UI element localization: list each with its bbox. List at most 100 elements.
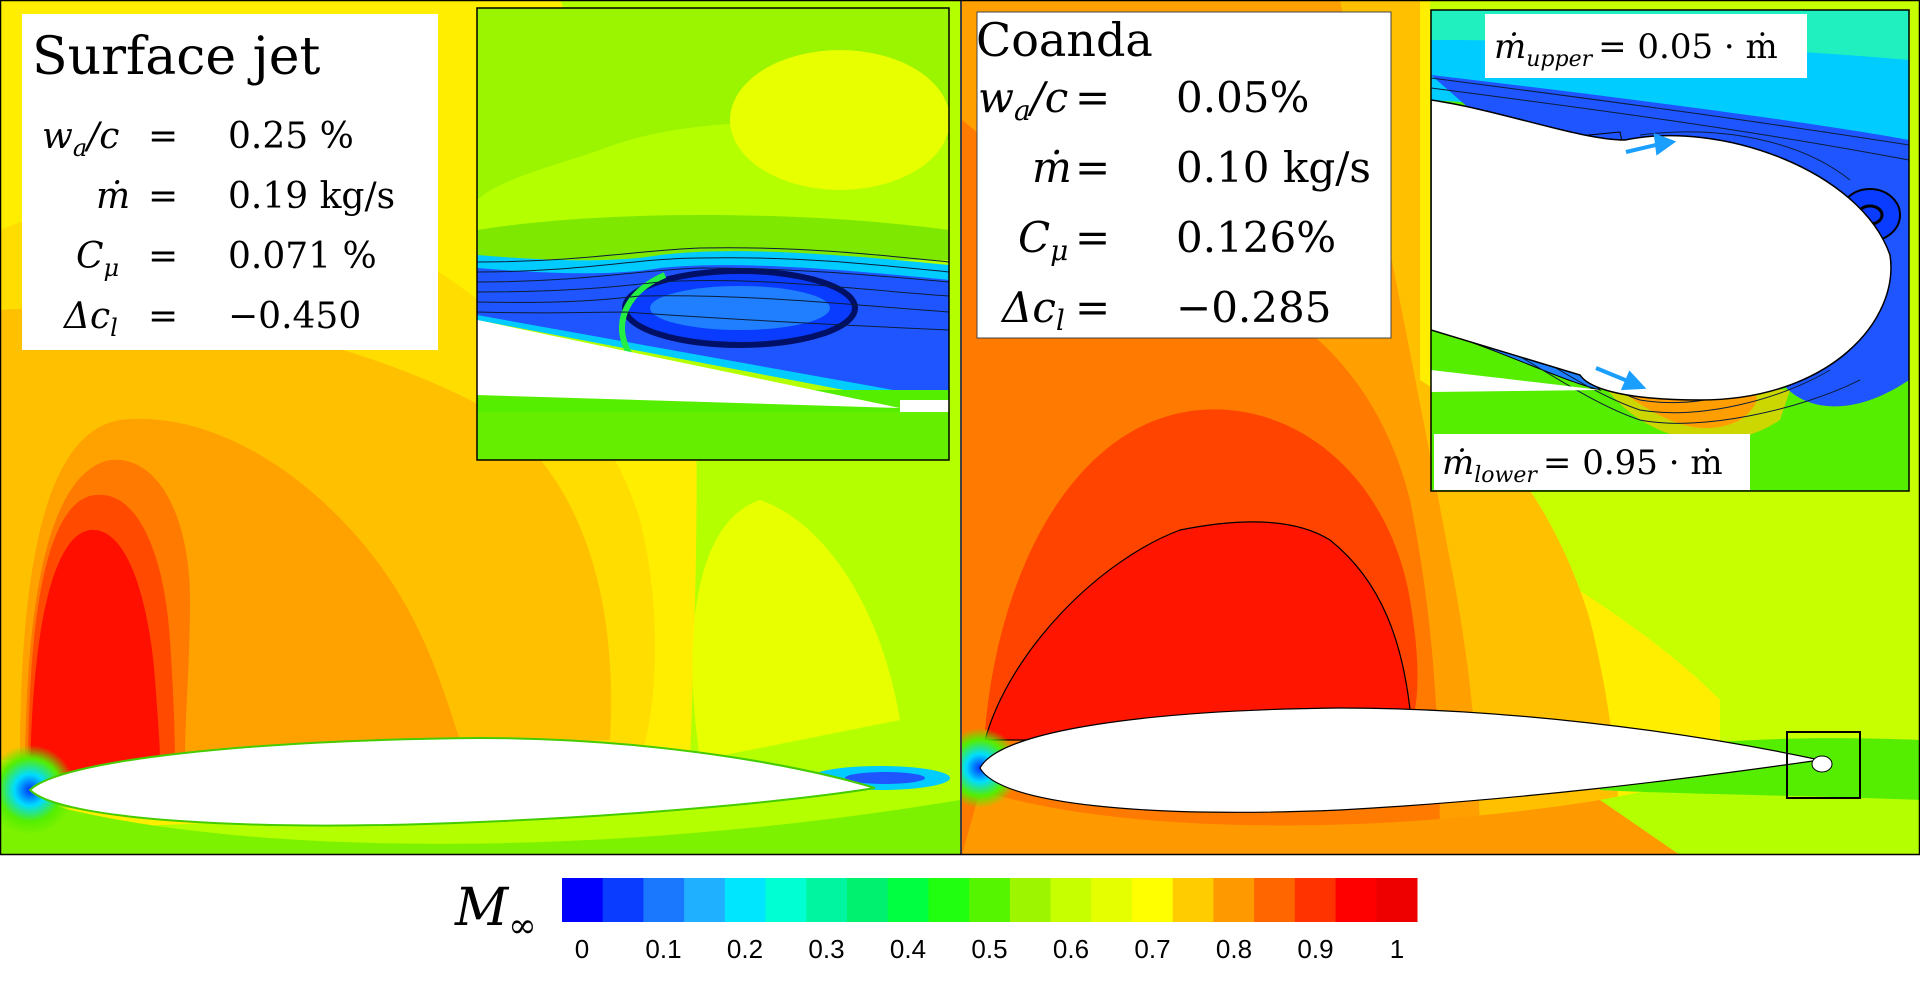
colorbar-swatch (602, 878, 644, 922)
right-param-subscript: a (1014, 94, 1031, 127)
colorbar-tick-label: 1 (1390, 934, 1404, 964)
right-param-symbol: Δc (1000, 283, 1056, 332)
left-te-jet-core (845, 772, 925, 784)
right-inset-frame (1430, 9, 1910, 492)
left-param-symbol: Δc (62, 296, 110, 337)
left-params: wa/c = 0.25 % ṁ = 0.19 kg/s Cμ = 0.071 % Δcl = −0.4… (42, 116, 395, 342)
left-inset (477, 8, 949, 460)
left-param-value: 0.19 kg/s (228, 176, 395, 217)
right-param-lhs: Δcl (1000, 283, 1065, 337)
left-contour-wake-yellow (692, 500, 900, 760)
right-contour-lower (962, 790, 1700, 855)
right-param-lhs: Cμ (1018, 213, 1068, 267)
left-param-subscript: μ (104, 254, 120, 282)
left-param-symbol: C (76, 236, 104, 277)
left-airfoil (28, 736, 876, 827)
right-panel-title: Coanda (976, 13, 1153, 67)
left-param-symbol: w (42, 116, 73, 157)
colorbar-tick-label: 0.4 (890, 934, 926, 964)
right-panel (962, 0, 1920, 855)
right-param-value: −0.285 (1176, 283, 1331, 332)
left-param-symbol: ṁ (96, 176, 130, 217)
left-panel-title: Surface jet (32, 27, 321, 87)
inset-upper-label-box (1485, 14, 1807, 78)
left-contour-red (30, 529, 160, 780)
colorbar-tick-label: 0.9 (1297, 934, 1333, 964)
left-param-equals: = (148, 296, 178, 337)
right-params-box (976, 11, 1392, 339)
inset-upper-rhs: = 0.05 · ṁ (1598, 27, 1778, 67)
colorbar-tick-label: 0.7 (1134, 934, 1170, 964)
colorbar-swatch (1376, 878, 1418, 922)
right-zoom-box (1786, 731, 1861, 799)
colorbar-label-main: M (454, 878, 510, 938)
inset-lower-rhs: = 0.95 · ṁ (1543, 443, 1723, 483)
colorbar-swatch (1213, 878, 1255, 922)
left-param-lhs: Δcl (62, 296, 118, 342)
flow-arrows (1595, 132, 1677, 391)
right-param-equals: = (1075, 283, 1110, 332)
colorbar-tick-label: 0.5 (971, 934, 1007, 964)
left-param-value: 0.25 % (228, 116, 354, 157)
colorbar-legend: M∞ 0 0.1 0.2 0.3 0.4 0.5 0.6 0.7 0.8 0.9 1 (454, 878, 1418, 964)
right-inset (1431, 10, 1909, 491)
left-param-tail: /c (84, 116, 119, 157)
left-panel (0, 0, 960, 855)
left-params-box (22, 14, 438, 350)
colorbar-swatch (1172, 878, 1214, 922)
right-param-value: 0.05% (1176, 73, 1309, 122)
inset-lower-lhs: ṁ (1442, 443, 1474, 483)
right-param-symbol: w (978, 73, 1014, 122)
colorbar-tick-label: 0.2 (727, 934, 763, 964)
colorbar-swatch (969, 878, 1011, 922)
colorbar-swatch (562, 878, 604, 922)
right-params: wa/c = 0.05%ṁ = 0.10 kg/sCμ = 0.126%Δcl = −0.285 (978, 73, 1371, 337)
right-param-equals: = (1075, 73, 1110, 122)
colorbar-label: M∞ (454, 878, 537, 946)
inset-upper-label: ṁupper = 0.05 · ṁ (1494, 27, 1778, 72)
colorbar-tick-label: 0.6 (1053, 934, 1089, 964)
right-param-lhs: wa/c (978, 73, 1068, 127)
colorbar-swatch (765, 878, 807, 922)
left-param-equals: = (148, 116, 178, 157)
left-param-equals: = (148, 176, 178, 217)
colorbar-swatch (806, 878, 848, 922)
colorbar-swatch (928, 878, 970, 922)
left-param-subscript: a (73, 134, 87, 162)
right-param-equals: = (1075, 143, 1110, 192)
right-te-cylinder (1811, 755, 1833, 773)
left-param-value: 0.071 % (228, 236, 377, 277)
colorbar-swatch (1294, 878, 1337, 922)
colorbar-swatch (684, 878, 726, 922)
colorbar-swatch (1335, 878, 1377, 922)
right-param-symbol: ṁ (1032, 143, 1072, 192)
colorbar-swatch (847, 878, 889, 922)
inset-lower-sub: lower (1474, 463, 1538, 488)
colorbar-swatch (1050, 878, 1092, 922)
right-param-lhs: ṁ (1032, 143, 1072, 192)
colorbar-swatch (1132, 878, 1174, 922)
right-param-value: 0.126% (1176, 213, 1336, 262)
inset-upper-lhs: ṁ (1494, 27, 1526, 67)
left-param-lhs: ṁ (96, 176, 130, 217)
right-param-subscript: l (1056, 304, 1065, 337)
colorbar-swatches (562, 878, 1418, 922)
right-param-value: 0.10 kg/s (1176, 143, 1371, 192)
left-param-equals: = (148, 236, 178, 277)
left-param-value: −0.450 (228, 296, 361, 337)
colorbar-ticks: 0 0.1 0.2 0.3 0.4 0.5 0.6 0.7 0.8 0.9 1 (575, 934, 1404, 964)
right-param-symbol: C (1018, 213, 1050, 262)
right-param-subscript: μ (1050, 234, 1068, 267)
colorbar-label-sub: ∞ (508, 906, 536, 946)
colorbar-tick-label: 0.8 (1216, 934, 1252, 964)
colorbar-tick-label: 0 (575, 934, 589, 964)
right-param-equals: = (1075, 213, 1110, 262)
colorbar-tick-label: 0.1 (645, 934, 681, 964)
colorbar-swatch (724, 878, 767, 922)
colorbar-swatch (1091, 878, 1133, 922)
colorbar-swatch (1009, 878, 1052, 922)
left-param-subscript: l (110, 314, 118, 342)
inset-lower-label: ṁlower = 0.95 · ṁ (1442, 443, 1723, 488)
inset-lower-label-box (1434, 434, 1750, 490)
